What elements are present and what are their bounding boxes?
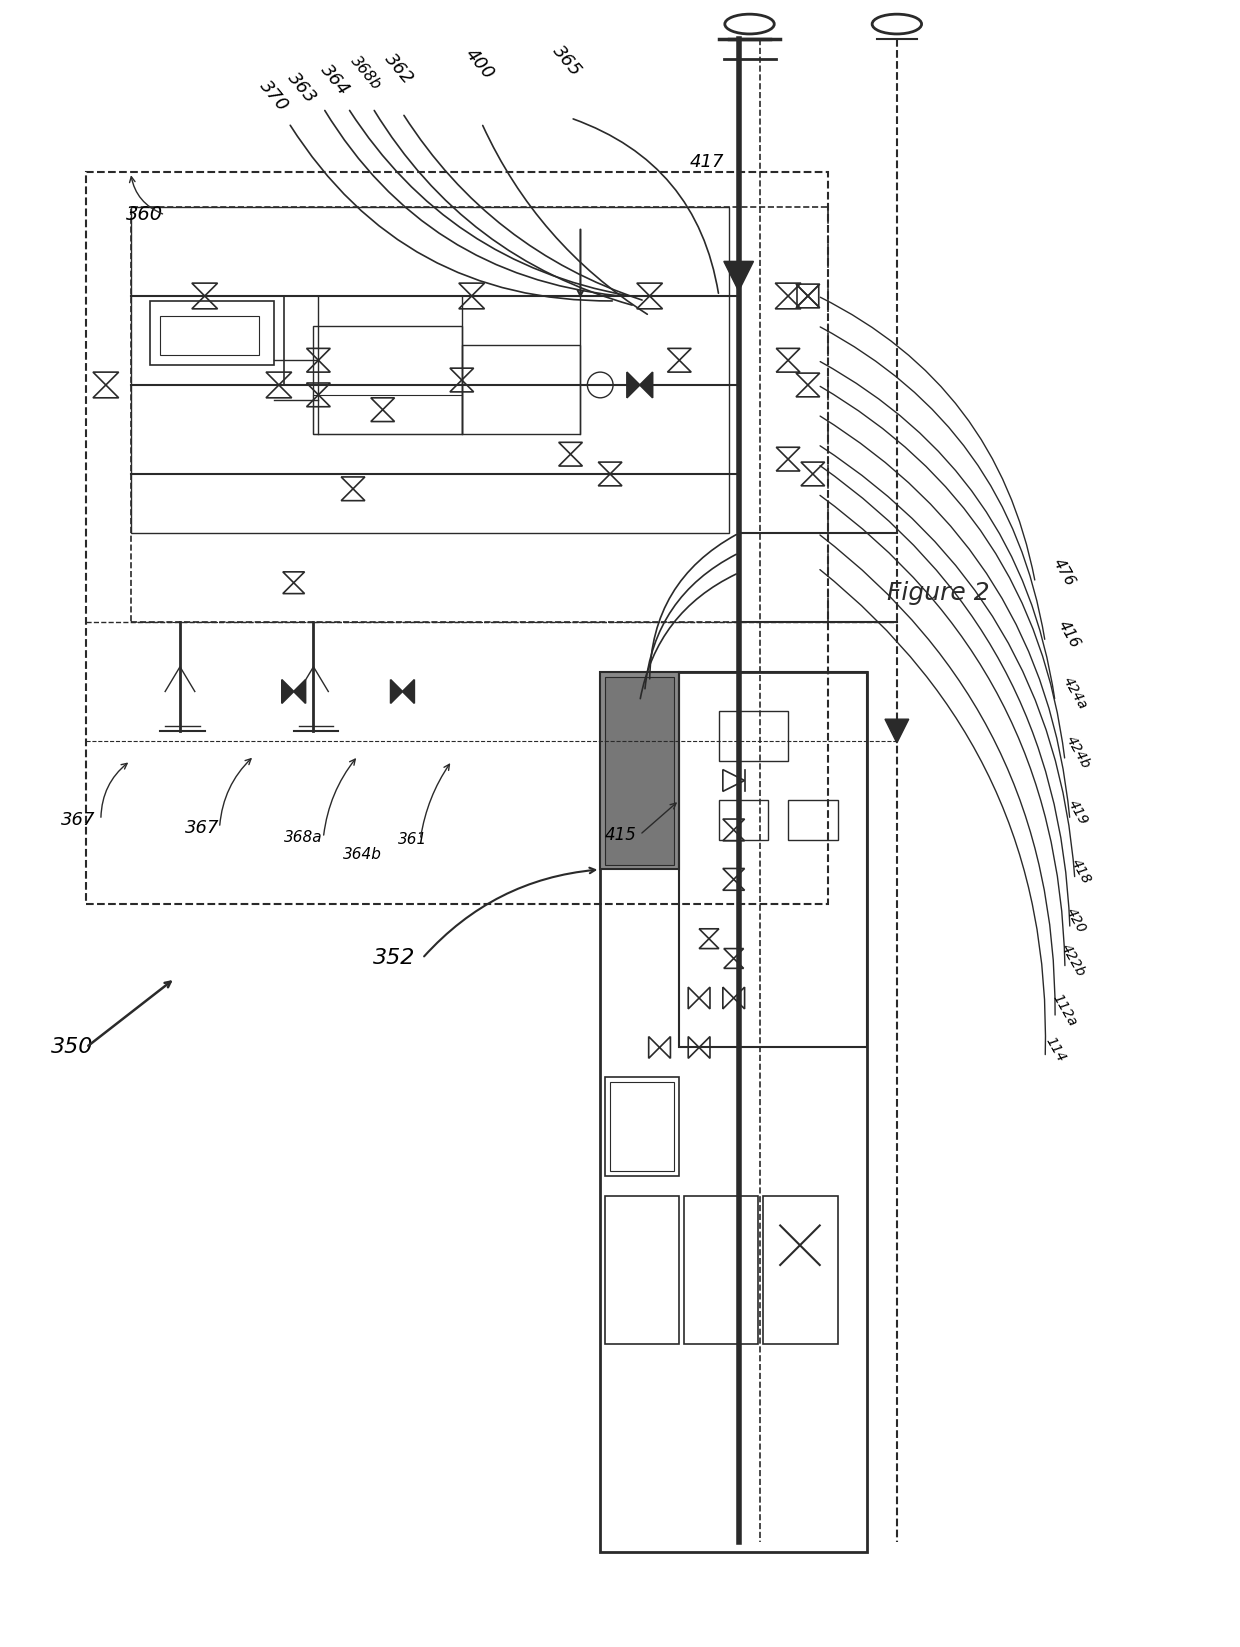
Text: 420: 420 [1063,906,1089,935]
Bar [150,301,274,366]
Text: 112a: 112a [1050,991,1080,1029]
Bar [86,173,827,904]
Bar [610,1082,675,1171]
Bar [160,316,259,356]
Polygon shape [391,680,403,703]
Text: 419: 419 [1065,797,1090,827]
Bar [719,712,789,761]
Text: 363: 363 [284,69,320,107]
Text: 417: 417 [689,153,724,171]
Polygon shape [627,372,640,399]
Text: 368a: 368a [284,830,322,845]
Text: 418: 418 [1068,856,1094,886]
Bar [314,326,461,435]
Bar [130,208,729,534]
Text: 476: 476 [1050,557,1078,590]
Polygon shape [724,262,754,292]
Text: 365: 365 [549,41,585,79]
Text: 367: 367 [61,810,95,828]
Text: 360: 360 [125,206,162,224]
Text: 370: 370 [257,77,293,115]
Text: 364b: 364b [343,847,382,861]
Text: 415: 415 [605,825,637,843]
Bar [684,1196,759,1344]
Bar [680,672,867,1047]
Text: 422b: 422b [1058,942,1087,980]
Bar [719,800,769,840]
Bar [605,1077,680,1176]
Polygon shape [640,372,652,399]
Polygon shape [281,680,294,703]
Text: 362: 362 [381,49,417,87]
Polygon shape [403,680,414,703]
Text: 114: 114 [1043,1034,1069,1064]
Bar [600,672,867,1551]
Bar [605,677,675,865]
Bar [600,672,680,870]
Bar [130,208,827,623]
Text: 424a: 424a [1060,675,1090,712]
Text: 364: 364 [316,61,352,99]
Text: 361: 361 [398,832,427,847]
Bar [764,1196,837,1344]
Text: 400: 400 [461,44,497,82]
Text: 424b: 424b [1063,735,1092,771]
Polygon shape [294,680,305,703]
Polygon shape [885,720,909,743]
Text: 350: 350 [51,1038,94,1057]
Text: 367: 367 [185,819,219,837]
Text: Figure 2: Figure 2 [887,581,990,604]
Bar [314,395,461,435]
Text: 352: 352 [373,949,415,968]
Bar [605,1196,680,1344]
Bar [461,346,580,435]
Bar [789,800,837,840]
Text: 416: 416 [1055,618,1083,651]
Text: 368b: 368b [348,54,384,94]
